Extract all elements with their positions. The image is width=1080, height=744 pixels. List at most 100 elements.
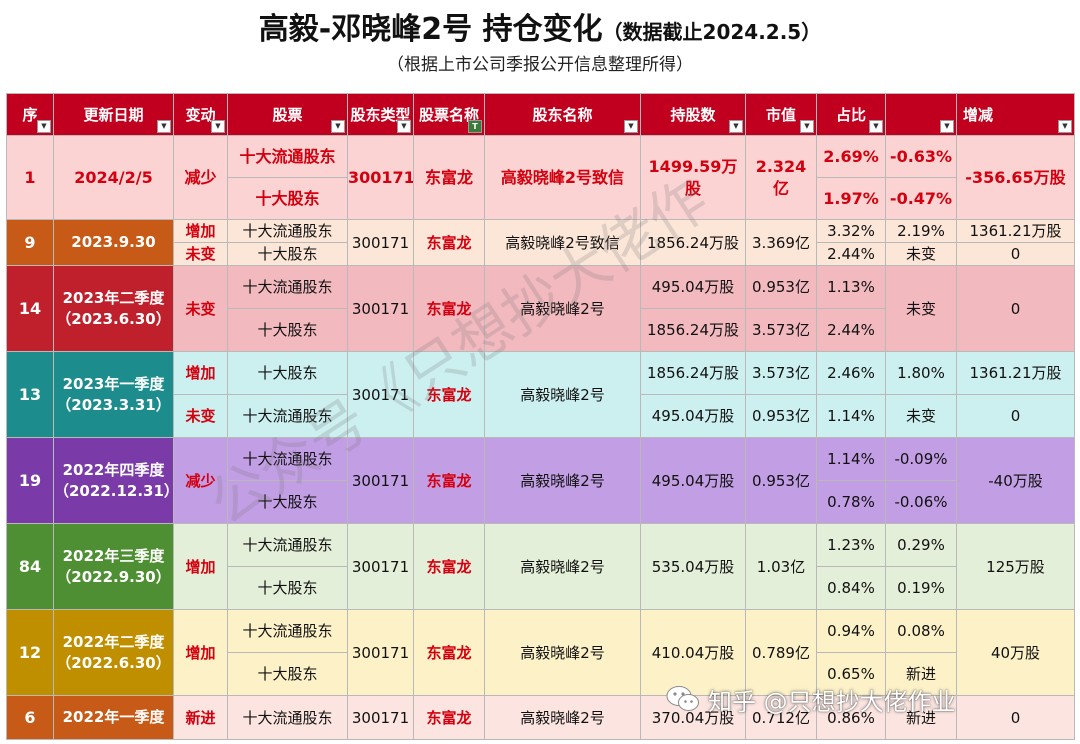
stock-cell: 东富龙 xyxy=(413,695,485,740)
seq-cell: 13 xyxy=(6,351,54,438)
ratio-cell: 1.23% xyxy=(816,523,886,567)
dropdown-arrow-icon[interactable]: ▼ xyxy=(940,120,954,133)
table-row: 十大股东 1.97% -0.47% xyxy=(7,177,1075,220)
dropdown-arrow-icon[interactable]: ▼ xyxy=(729,120,743,133)
table-row: 14 2023年二季度（2023.6.30） 未变 十大流通股东 300171 … xyxy=(6,265,1075,352)
seq-cell: 14 xyxy=(6,265,54,352)
ratio-cell: 2.44% xyxy=(816,308,886,352)
holder-type-cell: 十大流通股东 xyxy=(227,695,348,740)
dropdown-arrow-icon[interactable]: ▼ xyxy=(37,120,51,133)
delta-cell: 1361.21万股 xyxy=(956,351,1075,395)
holder-type-cell: 十大流通股东 xyxy=(227,135,348,178)
stock-cell: 东富龙 xyxy=(413,523,485,610)
change-cell: 增加 xyxy=(173,219,228,243)
seq-cell: 9 xyxy=(6,219,54,266)
ratio-cell: 1.14% xyxy=(816,394,886,438)
ratio-cell: 2.46% xyxy=(816,351,886,395)
dropdown-arrow-icon[interactable]: ▼ xyxy=(397,120,411,133)
holder-cell: 高毅晓峰2号致信 xyxy=(484,135,641,220)
code-cell: 300171 xyxy=(347,135,414,220)
delta-cell: 0 xyxy=(956,695,1075,740)
wechat-icon xyxy=(666,686,699,711)
value-cell: 0.953亿 xyxy=(745,437,817,524)
value-cell: 0.953亿 xyxy=(745,394,817,438)
change-cell: 增加 xyxy=(173,523,228,610)
shares-cell: 1856.24万股 xyxy=(640,351,746,395)
table-row: 十大股东 0.84% 0.19% xyxy=(7,566,1075,610)
dropdown-arrow-icon[interactable]: ▼ xyxy=(1058,120,1072,133)
date-cell: 2022年一季度 xyxy=(53,695,174,740)
code-cell: 300171 xyxy=(347,523,414,610)
shares-cell: 410.04万股 xyxy=(640,609,746,696)
header-shares[interactable]: 持股数 ▼ xyxy=(640,93,746,136)
ratio-change-cell: 0.08% xyxy=(885,609,957,653)
ratio-change-cell: -0.09% xyxy=(885,437,957,481)
holder-cell: 高毅晓峰2号致信 xyxy=(484,219,641,266)
credit-overlay: 知乎 @只想抄大佬作业 xyxy=(666,682,956,716)
holder-type-cell: 十大流通股东 xyxy=(227,609,348,653)
value-cell: 2.324亿 xyxy=(745,135,817,220)
ratio-cell: 0.86% xyxy=(816,695,886,740)
code-cell: 300171 xyxy=(347,351,414,438)
shares-cell: 535.04万股 xyxy=(640,523,746,610)
header-ratio-change[interactable]: ▼ xyxy=(885,93,957,136)
holder-type-cell: 十大股东 xyxy=(227,242,348,266)
title-main: 高毅-邓晓峰2号 持仓变化 xyxy=(258,12,603,47)
shares-cell: 1856.24万股 xyxy=(640,219,746,266)
value-cell: 3.369亿 xyxy=(745,219,817,266)
holder-type-cell: 十大流通股东 xyxy=(227,523,348,567)
shares-cell: 495.04万股 xyxy=(640,394,746,438)
stock-cell: 东富龙 xyxy=(413,219,485,266)
seq-cell: 19 xyxy=(6,437,54,524)
delta-cell: -356.65万股 xyxy=(956,135,1075,220)
change-cell: 减少 xyxy=(173,135,228,220)
dropdown-arrow-icon[interactable]: ▼ xyxy=(800,120,814,133)
holder-cell: 高毅晓峰2号 xyxy=(484,609,641,696)
dropdown-arrow-icon[interactable]: ▼ xyxy=(211,120,225,133)
header-change[interactable]: 变动 ▼ xyxy=(173,93,228,136)
header-stock-name[interactable]: 股票名称 T xyxy=(413,93,485,136)
holder-type-cell: 十大股东 xyxy=(227,566,348,610)
header-delta[interactable]: 增减 ▼ xyxy=(956,93,1075,136)
holder-type-cell: 十大股东 xyxy=(227,652,348,696)
table-row: 十大股东 0.65% 新进 xyxy=(7,652,1075,696)
filter-icon[interactable]: T xyxy=(468,120,482,133)
dropdown-arrow-icon[interactable]: ▼ xyxy=(869,120,883,133)
dropdown-arrow-icon[interactable]: ▼ xyxy=(624,120,638,133)
seq-cell: 1 xyxy=(6,135,54,220)
change-cell: 未变 xyxy=(173,265,228,352)
value-cell: 0.953亿 xyxy=(745,265,817,309)
header-update-date[interactable]: 更新日期 ▼ xyxy=(53,93,174,136)
value-cell: 0.789亿 xyxy=(745,609,817,696)
header-stock[interactable]: 股票 ▼ xyxy=(227,93,348,136)
ratio-change-cell: 未变 xyxy=(885,242,957,266)
header-ratio[interactable]: 占比 ▼ xyxy=(816,93,886,136)
title-date-note: （数据截止2024.2.5） xyxy=(602,20,822,44)
delta-cell: -40万股 xyxy=(956,437,1075,524)
table-row: 1 2024/2/5 减少 十大流通股东 300171 东富龙 高毅晓峰2号致信… xyxy=(6,135,1075,220)
delta-cell: 0 xyxy=(956,265,1075,352)
ratio-cell: 2.44% xyxy=(816,242,886,266)
code-cell: 300171 xyxy=(347,437,414,524)
credit-text: 知乎 @只想抄大佬作业 xyxy=(708,687,956,716)
code-cell: 300171 xyxy=(347,695,414,740)
dropdown-arrow-icon[interactable]: ▼ xyxy=(331,120,345,133)
holder-type-cell: 十大股东 xyxy=(227,351,348,395)
ratio-cell: 0.84% xyxy=(816,566,886,610)
holder-type-cell: 十大股东 xyxy=(227,308,348,352)
shares-cell: 495.04万股 xyxy=(640,265,746,309)
ratio-change-cell: 未变 xyxy=(885,394,957,438)
dropdown-arrow-icon[interactable]: ▼ xyxy=(157,120,171,133)
ratio-cell: 0.78% xyxy=(816,480,886,524)
ratio-cell: 3.32% xyxy=(816,219,886,243)
header-holder-type[interactable]: 股东类型 ▼ xyxy=(347,93,414,136)
value-cell: 3.573亿 xyxy=(745,351,817,395)
ratio-change-cell: 0.29% xyxy=(885,523,957,567)
table-row: 12 2022年二季度（2022.6.30） 增加 十大流通股东 300171 … xyxy=(6,609,1075,696)
date-cell: 2022年四季度（2022.12.31） xyxy=(53,437,174,524)
header-seq[interactable]: 序 ▼ xyxy=(6,93,54,136)
header-holder-name[interactable]: 股东名称 ▼ xyxy=(484,93,641,136)
header-market-value[interactable]: 市值 ▼ xyxy=(745,93,817,136)
ratio-change-cell: 0.19% xyxy=(885,566,957,610)
holder-cell: 高毅晓峰2号 xyxy=(484,695,641,740)
